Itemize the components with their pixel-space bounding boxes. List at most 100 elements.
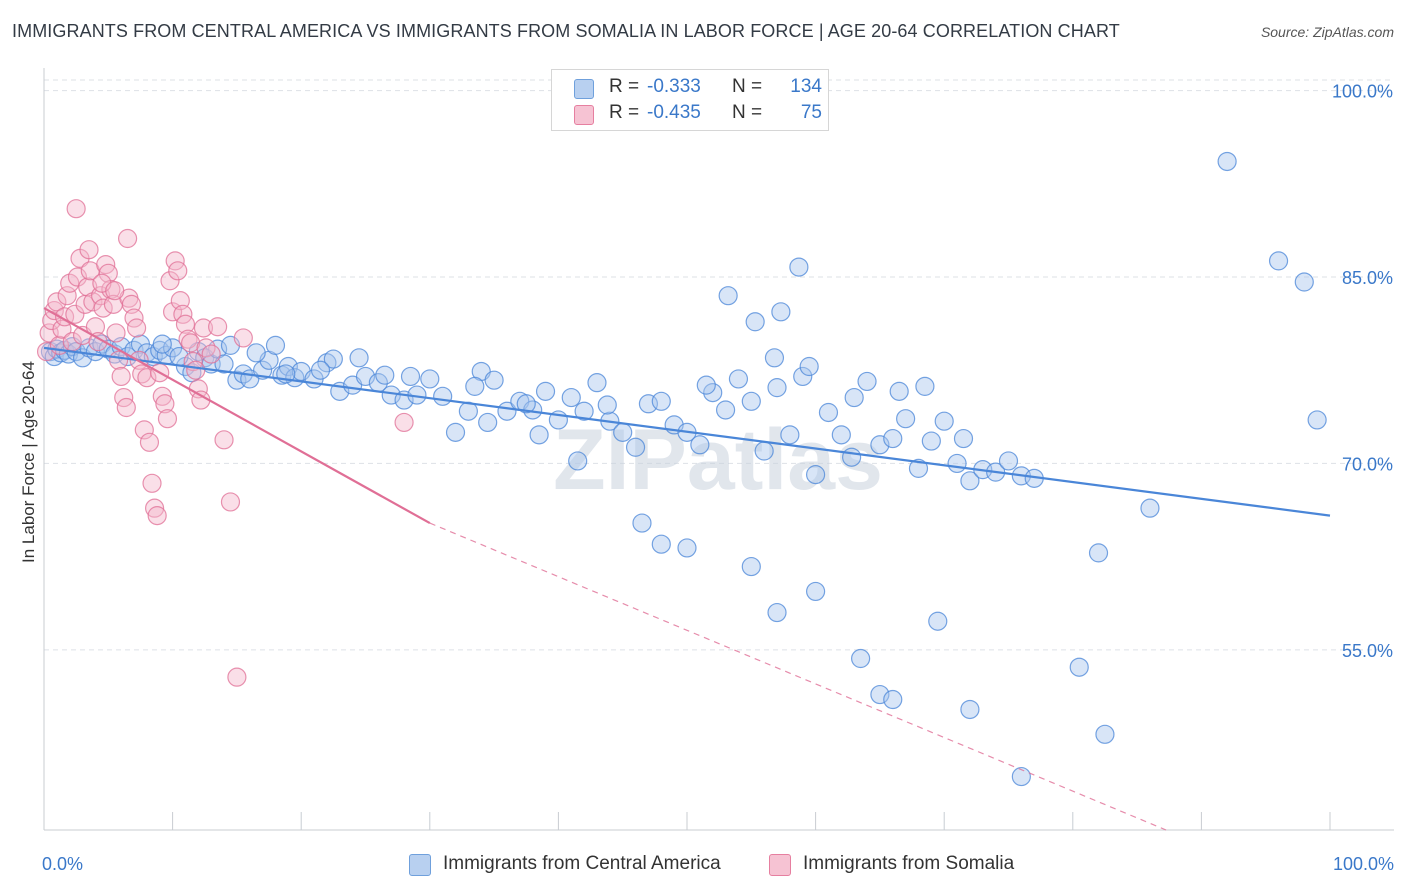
point-central-america — [1307, 410, 1327, 430]
point-somalia — [168, 261, 188, 281]
point-central-america — [375, 365, 395, 385]
point-somalia — [214, 430, 234, 450]
point-somalia — [88, 332, 108, 352]
point-central-america — [265, 335, 286, 355]
point-central-america — [1217, 151, 1237, 172]
point-somalia — [52, 319, 72, 339]
x-tick-label: 100.0% — [1333, 854, 1394, 874]
point-central-america — [574, 401, 594, 421]
point-central-america — [851, 648, 871, 669]
point-central-america — [928, 611, 948, 631]
point-central-america — [754, 441, 774, 461]
point-central-america — [214, 354, 234, 374]
point-somalia — [65, 304, 85, 324]
point-somalia — [117, 228, 138, 249]
point-somalia — [155, 394, 175, 414]
point-somalia — [106, 323, 126, 343]
point-central-america — [718, 286, 738, 306]
point-central-america — [805, 465, 826, 485]
point-somalia — [233, 328, 253, 348]
trend-line-somalia — [43, 307, 431, 525]
point-central-america — [818, 402, 839, 423]
point-central-america — [278, 356, 298, 377]
point-somalia — [134, 420, 154, 440]
point-central-america — [484, 370, 504, 390]
point-central-america — [703, 382, 723, 403]
point-central-america — [741, 391, 761, 411]
point-central-america — [728, 369, 749, 389]
point-somalia — [111, 366, 131, 387]
point-central-america — [896, 409, 916, 429]
point-somalia — [83, 292, 103, 312]
point-central-america — [883, 689, 903, 710]
y-tick-label: 100.0% — [1332, 82, 1393, 102]
point-central-america — [465, 376, 485, 396]
point-central-america — [478, 412, 498, 433]
n-value: 75 — [800, 102, 822, 123]
point-central-america — [323, 349, 343, 369]
point-somalia — [227, 667, 247, 687]
point-central-america — [842, 447, 862, 467]
point-somalia — [98, 263, 118, 283]
y-tick-label: 55.0% — [1342, 641, 1393, 661]
point-somalia — [201, 344, 221, 364]
point-central-america — [764, 348, 785, 368]
point-central-america — [715, 400, 736, 420]
point-somalia — [39, 323, 59, 343]
point-central-america — [908, 458, 929, 478]
point-central-america — [793, 366, 813, 387]
trend-lines — [43, 307, 1331, 831]
tick-labels: 100.0% 85.0% 70.0% 55.0% 0.0% 100.0% — [42, 82, 1394, 874]
point-central-america — [246, 343, 266, 363]
point-central-america — [516, 394, 536, 414]
point-somalia — [196, 338, 216, 358]
point-somalia — [116, 397, 136, 418]
x-tick-label: 0.0% — [42, 854, 83, 874]
point-central-america — [915, 376, 935, 396]
n-label: N = — [732, 76, 763, 97]
point-central-america — [597, 395, 617, 415]
point-central-america — [1011, 766, 1031, 787]
n-label: N = — [732, 102, 763, 123]
point-somalia — [105, 281, 125, 301]
point-somalia — [220, 492, 241, 512]
point-somalia — [208, 317, 228, 337]
point-central-america — [767, 602, 787, 623]
point-somalia — [142, 473, 162, 493]
source-label: Source: ZipAtlas.com — [1260, 24, 1394, 40]
point-central-america — [400, 366, 421, 387]
point-central-america — [651, 391, 671, 411]
legend-label: Immigrants from Somalia — [803, 853, 1015, 874]
r-label: R = — [609, 76, 640, 97]
point-central-america — [1268, 251, 1289, 271]
point-central-america — [561, 387, 581, 408]
point-somalia — [152, 386, 172, 406]
point-somalia — [181, 333, 201, 353]
point-central-america — [745, 312, 765, 332]
point-somalia — [175, 314, 196, 334]
point-somalia — [139, 432, 160, 452]
point-somalia — [126, 318, 147, 338]
point-central-america — [857, 371, 877, 392]
r-value: -0.435 — [647, 102, 701, 123]
point-central-america — [799, 356, 819, 377]
point-central-america — [1140, 498, 1160, 518]
point-central-america — [535, 381, 556, 401]
r-value: -0.333 — [647, 76, 701, 97]
point-somalia — [93, 298, 113, 318]
point-central-america — [870, 684, 890, 705]
point-somalia — [160, 271, 180, 291]
point-central-america — [529, 425, 549, 445]
point-somalia — [147, 506, 167, 526]
trend-line-somalia-extension — [429, 522, 1167, 831]
point-central-america — [690, 435, 710, 455]
point-somalia — [66, 199, 86, 219]
point-central-america — [844, 387, 864, 408]
point-somalia — [57, 286, 77, 306]
point-somalia — [394, 412, 414, 433]
swatch-somalia — [574, 105, 594, 125]
point-central-america — [934, 411, 954, 431]
legend-label: Immigrants from Central America — [443, 853, 721, 874]
point-central-america — [921, 431, 941, 451]
